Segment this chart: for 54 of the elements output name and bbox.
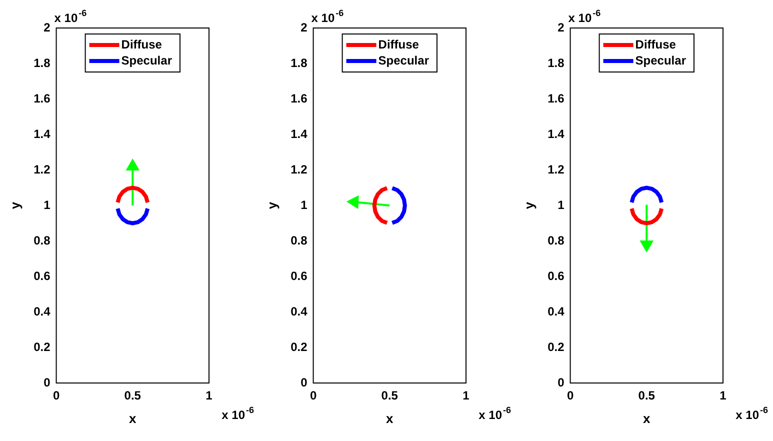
- y-tick-label: 2: [558, 20, 565, 34]
- x-tick-label: 0.5: [638, 388, 656, 403]
- x-tick-label: 0: [52, 388, 60, 403]
- y-tick-label: 1.8: [290, 56, 308, 70]
- y-tick-label: 1.4: [34, 126, 51, 141]
- y-tick-label: 0.8: [290, 233, 308, 248]
- y-tick-label: 1.8: [548, 56, 565, 70]
- x-axis-title: x: [386, 410, 394, 426]
- y-tick-label: 1: [44, 198, 51, 212]
- y-tick-label: 1.6: [548, 91, 565, 106]
- y-tick-label: 1.8: [34, 56, 51, 70]
- y-axis-title: y: [521, 201, 536, 210]
- y-tick-label: 1.6: [290, 91, 308, 106]
- y-tick-label: 1.6: [34, 91, 51, 106]
- legend-label: Diffuse: [378, 37, 420, 52]
- y-tick-label: 0.8: [34, 233, 51, 248]
- legend-label: Specular: [121, 53, 172, 68]
- y-tick-label: 1.2: [548, 162, 565, 176]
- y-tick-label: 0.6: [290, 268, 308, 283]
- x-tick-label: 1: [206, 388, 213, 403]
- x-tick-label: 1: [720, 388, 727, 403]
- x-tick-label: 1: [462, 388, 470, 403]
- legend-label: Diffuse: [121, 37, 162, 52]
- legend-label: Specular: [635, 53, 686, 68]
- legend-label: Diffuse: [635, 37, 676, 52]
- y-tick-label: 2: [44, 20, 51, 34]
- y-tick-label: 0.4: [548, 304, 565, 318]
- y-tick-label: 0: [44, 375, 51, 390]
- y-tick-label: 1.4: [548, 126, 565, 141]
- x-axis-title: x: [643, 410, 652, 426]
- y-tick-label: 0.4: [290, 304, 308, 318]
- y-tick-label: 2: [300, 20, 308, 34]
- y-tick-label: 1.2: [34, 162, 51, 176]
- x-tick-label: 0: [310, 388, 317, 403]
- x-tick-label: 0: [566, 388, 574, 403]
- legend-label: Specular: [378, 53, 430, 68]
- x-tick-label: 0.5: [124, 388, 142, 403]
- y-tick-label: 0.6: [548, 268, 565, 283]
- y-tick-label: 0.4: [34, 304, 51, 318]
- y-tick-label: 0.2: [290, 340, 308, 354]
- x-axis-title: x: [129, 410, 138, 426]
- y-tick-label: 0.6: [34, 268, 51, 283]
- y-tick-label: 1: [558, 198, 565, 212]
- y-axis-title: y: [264, 201, 280, 210]
- y-tick-label: 0.2: [34, 340, 51, 354]
- y-tick-label: 0: [300, 375, 308, 390]
- y-tick-label: 0.8: [548, 233, 565, 248]
- y-tick-label: 1: [300, 198, 308, 212]
- y-tick-label: 0.2: [548, 340, 565, 354]
- y-tick-label: 0: [558, 375, 565, 390]
- y-tick-label: 1.4: [290, 126, 308, 141]
- y-tick-label: 1.2: [290, 162, 308, 176]
- x-tick-label: 0.5: [381, 388, 398, 403]
- y-axis-title: y: [7, 201, 22, 210]
